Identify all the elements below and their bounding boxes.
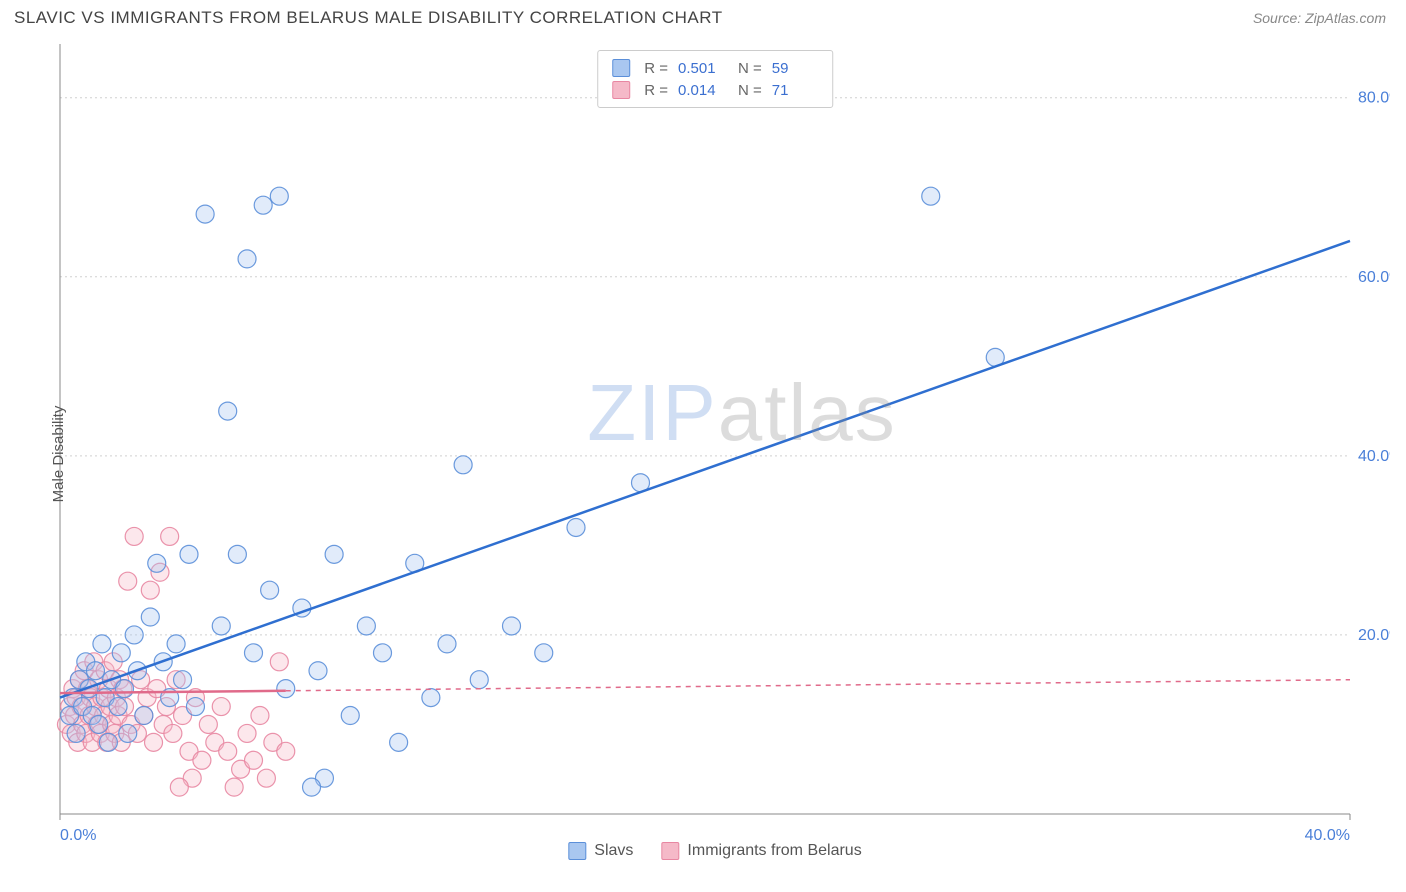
y-axis-label: Male Disability [50, 406, 67, 503]
stats-row-slavs: R = 0.501 N = 59 [612, 57, 818, 79]
svg-text:80.0%: 80.0% [1358, 90, 1390, 107]
legend-item-slavs: Slavs [568, 842, 633, 860]
swatch-slavs-bottom [568, 842, 586, 860]
swatch-belarus [612, 81, 630, 99]
n-value-belarus: 71 [772, 82, 818, 99]
n-label-2: N = [738, 82, 762, 99]
n-label: N = [738, 60, 762, 77]
n-value-slavs: 59 [772, 60, 818, 77]
series-legend: Slavs Immigrants from Belarus [568, 842, 861, 860]
legend-label-belarus: Immigrants from Belarus [687, 842, 861, 860]
r-label-2: R = [644, 82, 668, 99]
svg-text:60.0%: 60.0% [1358, 269, 1390, 286]
chart-container: Male Disability 20.0% 40.0% 60.0% 80.0% 0.0%… [40, 44, 1390, 864]
swatch-slavs [612, 59, 630, 77]
stats-legend: R = 0.501 N = 59 R = 0.014 N = 71 [597, 50, 833, 108]
svg-text:40.0%: 40.0% [1305, 827, 1350, 844]
swatch-belarus-bottom [661, 842, 679, 860]
scatter-chart: 20.0% 40.0% 60.0% 80.0% 0.0% 40.0% [40, 44, 1390, 864]
chart-title: SLAVIC VS IMMIGRANTS FROM BELARUS MALE D… [14, 8, 723, 28]
source-attribution: Source: ZipAtlas.com [1253, 10, 1386, 26]
r-value-slavs: 0.501 [678, 60, 724, 77]
stats-row-belarus: R = 0.014 N = 71 [612, 79, 818, 101]
r-label: R = [644, 60, 668, 77]
legend-item-belarus: Immigrants from Belarus [661, 842, 861, 860]
source-prefix: Source: [1253, 10, 1305, 26]
svg-text:0.0%: 0.0% [60, 827, 96, 844]
r-value-belarus: 0.014 [678, 82, 724, 99]
svg-text:20.0%: 20.0% [1358, 627, 1390, 644]
source-name: ZipAtlas.com [1305, 10, 1386, 26]
legend-label-slavs: Slavs [594, 842, 633, 860]
svg-text:40.0%: 40.0% [1358, 448, 1390, 465]
